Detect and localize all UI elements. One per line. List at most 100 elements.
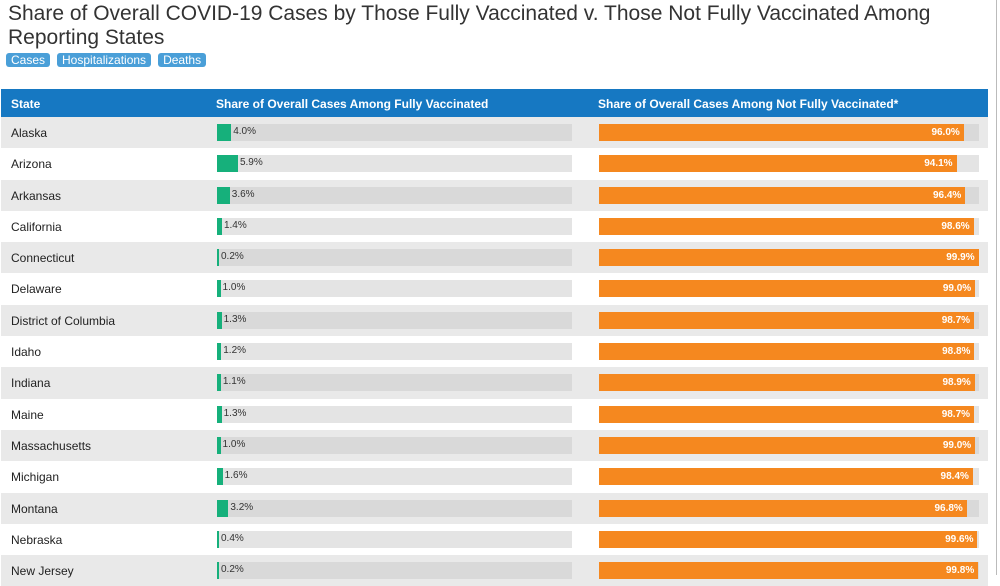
vaccinated-bar [217, 343, 222, 361]
state-name: Connecticut [11, 251, 75, 266]
vaccinated-value-label: 1.3% [223, 313, 247, 325]
vaccinated-bar [217, 124, 232, 141]
vaccinated-bar-track: 3.6% [217, 186, 572, 204]
vaccinated-bar [217, 249, 219, 267]
unvaccinated-bar-track: 96.4% [599, 186, 979, 204]
unvaccinated-bar-track: 96.0% [599, 124, 979, 141]
table-row: New Jersey 0.2% 99.8% [1, 555, 988, 586]
unvaccinated-value-label: 99.0% [942, 283, 972, 295]
state-name: Nebraska [11, 532, 63, 547]
unvaccinated-bar: 98.4% [599, 468, 973, 486]
tab-cases[interactable]: Cases [6, 53, 51, 67]
vaccinated-bar-track: 0.4% [217, 530, 572, 548]
tab-hospitalizations[interactable]: Hospitalizations [57, 53, 152, 67]
vaccinated-bar-track: 1.1% [217, 374, 572, 392]
vaccinated-bar-track: 1.6% [217, 468, 572, 486]
vaccinated-bar-track: 1.4% [217, 217, 572, 235]
vaccinated-bar-track: 3.2% [217, 499, 572, 517]
table-row: Idaho 1.2% 98.8% [1, 336, 988, 368]
unvaccinated-value-label: 98.7% [941, 314, 971, 326]
vaccinated-bar-track: 5.9% [217, 155, 572, 173]
vaccinated-value-label: 0.2% [221, 251, 244, 263]
unvaccinated-bar-track: 98.9% [599, 374, 979, 392]
table-row: Montana 3.2% 96.8% [1, 492, 988, 524]
state-name: Maine [11, 407, 44, 422]
vaccinated-value-label: 5.9% [239, 157, 263, 169]
tab-deaths[interactable]: Deaths [158, 53, 207, 67]
state-name: Delaware [11, 282, 62, 297]
unvaccinated-bar: 96.0% [599, 124, 964, 141]
vaccinated-value-label: 1.6% [224, 470, 248, 482]
vaccinated-bar [217, 155, 238, 173]
table-row: Connecticut 0.2% 99.9% [1, 242, 988, 274]
unvaccinated-bar-track: 99.9% [599, 249, 979, 267]
table-header: State Share of Overall Cases Among Fully… [1, 89, 988, 117]
unvaccinated-value-label: 96.0% [931, 127, 960, 138]
unvaccinated-bar-track: 98.6% [599, 217, 979, 235]
unvaccinated-bar: 94.1% [599, 155, 957, 173]
unvaccinated-value-label: 99.9% [946, 252, 975, 264]
unvaccinated-value-label: 98.7% [941, 408, 971, 420]
vaccinated-value-label: 1.0% [222, 438, 246, 450]
state-name: District of Columbia [11, 313, 116, 328]
table-row: Alaska 4.0% 96.0% [1, 117, 988, 149]
unvaccinated-value-label: 99.6% [945, 533, 974, 545]
vaccinated-value-label: 0.2% [221, 564, 244, 576]
table-row: California 1.4% 98.6% [1, 210, 988, 243]
column-header-unvaccinated[interactable]: Share of Overall Cases Among Not Fully V… [598, 97, 899, 111]
unvaccinated-bar: 96.8% [599, 499, 967, 517]
table-row: Arkansas 3.6% 96.4% [1, 179, 988, 211]
unvaccinated-bar-track: 98.8% [599, 343, 979, 361]
state-name: Arizona [11, 157, 52, 172]
unvaccinated-bar-track: 96.8% [599, 499, 979, 517]
vaccinated-bar [217, 186, 230, 204]
unvaccinated-bar-track: 98.4% [599, 468, 979, 486]
vaccinated-bar [217, 530, 219, 548]
vaccinated-bar [217, 499, 229, 517]
vaccinated-value-label: 4.0% [233, 126, 256, 137]
table-row: Massachusetts 1.0% 99.0% [1, 429, 988, 462]
table-row: Arizona 5.9% 94.1% [1, 148, 988, 180]
table-row: Maine 1.3% 98.7% [1, 398, 988, 430]
vaccinated-value-label: 1.0% [222, 282, 246, 294]
vaccinated-bar-track: 0.2% [217, 562, 572, 580]
table-row: Nebraska 0.4% 99.6% [1, 523, 988, 556]
vaccinated-bar [217, 562, 219, 580]
table-body: Alaska 4.0% 96.0% Arizona 5.9% 94.1% Arkansas 3… [1, 117, 988, 586]
column-header-state[interactable]: State [11, 97, 41, 111]
tab-bar: Cases Hospitalizations Deaths [6, 53, 207, 67]
vaccinated-value-label: 1.3% [223, 407, 247, 419]
table-row: Michigan 1.6% 98.4% [1, 461, 988, 493]
unvaccinated-value-label: 99.8% [945, 565, 975, 577]
state-name: Michigan [11, 470, 60, 485]
column-header-vaccinated[interactable]: Share of Overall Cases Among Fully Vacci… [216, 97, 489, 111]
unvaccinated-bar: 99.8% [599, 562, 979, 580]
unvaccinated-bar: 99.0% [599, 280, 976, 298]
vaccinated-value-label: 3.6% [231, 188, 255, 200]
vaccinated-bar-track: 1.0% [217, 436, 572, 454]
unvaccinated-value-label: 98.8% [942, 346, 971, 358]
unvaccinated-bar: 98.8% [599, 343, 975, 361]
unvaccinated-bar-track: 98.7% [599, 405, 979, 423]
unvaccinated-bar-track: 99.8% [599, 562, 979, 580]
unvaccinated-bar-track: 99.6% [599, 530, 979, 548]
state-name: Idaho [11, 345, 42, 360]
vaccinated-bar-track: 4.0% [217, 124, 572, 141]
vaccinated-bar-track: 1.0% [217, 280, 572, 298]
vaccinated-bar [217, 468, 223, 486]
state-name: Arkansas [11, 188, 62, 203]
vaccinated-value-label: 1.2% [223, 345, 247, 357]
unvaccinated-bar: 99.6% [599, 530, 978, 548]
vaccinated-bar-track: 1.3% [217, 311, 572, 329]
page-title: Share of Overall COVID-19 Cases by Those… [8, 2, 931, 49]
table-row: District of Columbia 1.3% 98.7% [1, 304, 988, 337]
unvaccinated-bar-track: 99.0% [599, 280, 979, 298]
state-name: Montana [11, 501, 58, 516]
unvaccinated-bar: 99.0% [599, 436, 976, 454]
unvaccinated-value-label: 94.1% [924, 158, 953, 170]
state-name: Alaska [11, 126, 48, 140]
unvaccinated-bar: 96.4% [599, 186, 966, 204]
vaccinated-bar-track: 0.2% [217, 249, 572, 267]
unvaccinated-value-label: 98.4% [940, 471, 969, 483]
unvaccinated-bar-track: 98.7% [599, 311, 979, 329]
